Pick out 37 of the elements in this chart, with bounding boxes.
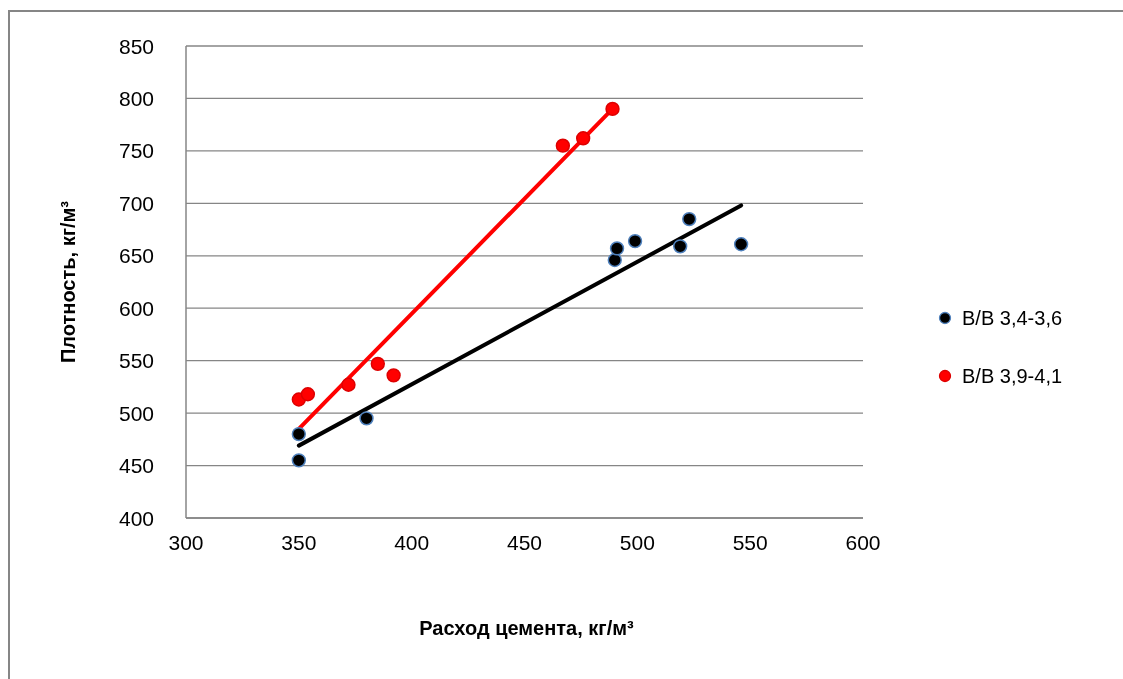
x-tick-label: 600 [845, 530, 881, 554]
x-tick-label: 500 [619, 530, 655, 554]
point [733, 237, 749, 252]
x-axis-title: Расход цемента, кг/м³ [419, 617, 635, 639]
x-tick-label: 400 [394, 530, 430, 554]
y-tick-label: 850 [118, 34, 154, 58]
y-tick-label: 750 [118, 139, 154, 163]
y-tick-label: 650 [118, 244, 154, 268]
x-tick-label: 450 [506, 530, 543, 554]
y-tick-label: 600 [118, 296, 154, 320]
y-tick-label: 400 [118, 506, 154, 530]
point [359, 411, 374, 426]
point [575, 131, 591, 146]
y-tick-label: 450 [118, 454, 154, 478]
point [291, 426, 307, 442]
y-tick-label: 700 [118, 191, 154, 215]
x-tick-label: 550 [732, 530, 768, 554]
y-axis-title: Плотность, кг/м³ [57, 200, 79, 364]
x-tick-label: 300 [168, 530, 204, 554]
point [341, 377, 356, 392]
legend-label: B/B 3,9-4,1 [962, 365, 1063, 387]
x-tick-label: 350 [281, 530, 317, 554]
point [291, 453, 307, 468]
y-tick-label: 550 [118, 349, 154, 373]
point [370, 356, 385, 371]
y-tick-label: 500 [118, 401, 154, 425]
point [386, 368, 401, 383]
y-tick-label: 800 [118, 86, 154, 110]
point [682, 211, 697, 227]
legend-label: B/B 3,4-3,6 [962, 307, 1063, 329]
point [673, 239, 688, 254]
point [555, 138, 571, 153]
point [605, 101, 620, 117]
point [627, 233, 643, 249]
point [607, 252, 622, 268]
point [300, 387, 316, 402]
point [609, 241, 625, 256]
